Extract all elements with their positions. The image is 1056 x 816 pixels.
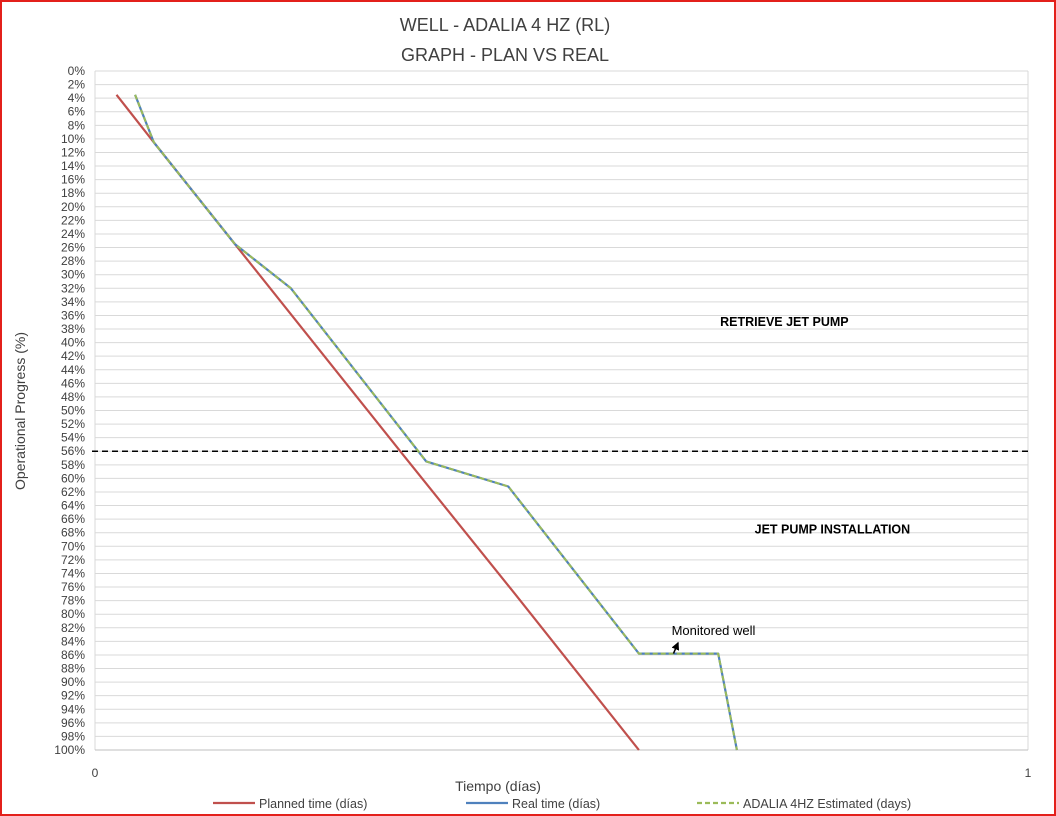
y-tick-label: 4% (68, 91, 86, 105)
y-tick-label: 26% (61, 241, 85, 255)
y-tick-label: 86% (61, 648, 85, 662)
y-tick-label: 88% (61, 662, 85, 676)
chart-title-line-1: WELL - ADALIA 4 HZ (RL) (400, 15, 610, 35)
series-line-0 (115, 94, 640, 751)
y-tick-label: 38% (61, 322, 85, 336)
y-tick-label: 52% (61, 417, 85, 431)
y-axis-label: Operational Progress (%) (12, 332, 28, 490)
y-tick-label: 70% (61, 539, 85, 553)
y-tick-label: 44% (61, 363, 85, 377)
y-tick-label: 80% (61, 607, 85, 621)
y-tick-label: 30% (61, 268, 85, 282)
annotation-arrow (671, 641, 680, 654)
y-tick-label: 96% (61, 716, 85, 730)
y-tick-label: 40% (61, 336, 85, 350)
y-tick-label: 46% (61, 376, 85, 390)
y-tick-label: 72% (61, 553, 85, 567)
y-tick-label: 68% (61, 526, 85, 540)
y-tick-label: 62% (61, 485, 85, 499)
y-tick-label: 42% (61, 349, 85, 363)
y-tick-label: 14% (61, 159, 85, 173)
legend-label-1: Real time (días) (512, 797, 600, 811)
x-tick-label: 0 (92, 766, 99, 780)
y-tick-label: 34% (61, 295, 85, 309)
x-tick-label: 1 (1025, 766, 1032, 780)
y-tick-label: 82% (61, 621, 85, 635)
y-tick-label: 58% (61, 458, 85, 472)
y-tick-label: 60% (61, 471, 85, 485)
y-tick-label: 100% (54, 743, 85, 757)
y-tick-label: 94% (61, 702, 85, 716)
y-axis-ticks: 0%2%4%6%8%10%12%14%16%18%20%22%24%26%28%… (54, 64, 85, 757)
y-tick-label: 16% (61, 173, 85, 187)
y-tick-label: 24% (61, 227, 85, 241)
y-tick-label: 90% (61, 675, 85, 689)
series-group (115, 94, 738, 751)
series-line-2 (134, 94, 738, 751)
y-tick-label: 32% (61, 281, 85, 295)
legend-label-0: Planned time (días) (259, 797, 367, 811)
legend-label-2: ADALIA 4HZ Estimated (days) (743, 797, 911, 811)
y-tick-label: 20% (61, 200, 85, 214)
y-tick-label: 28% (61, 254, 85, 268)
y-tick-label: 12% (61, 145, 85, 159)
y-tick-label: 8% (68, 118, 86, 132)
y-tick-label: 92% (61, 689, 85, 703)
annotation-monitored-well: Monitored well (672, 623, 756, 638)
annotation-retrieve-jet-pump: RETRIEVE JET PUMP (720, 315, 849, 329)
y-tick-label: 6% (68, 105, 86, 119)
y-tick-label: 36% (61, 308, 85, 322)
annotation-jet-pump-installation: JET PUMP INSTALLATION (755, 522, 911, 536)
legend: Planned time (días) Real time (días) ADALI… (213, 797, 911, 811)
y-tick-label: 66% (61, 512, 85, 526)
gridlines (94, 70, 1029, 751)
y-tick-label: 0% (68, 64, 86, 78)
y-tick-label: 76% (61, 580, 85, 594)
y-tick-label: 74% (61, 566, 85, 580)
y-tick-label: 50% (61, 404, 85, 418)
y-tick-label: 18% (61, 186, 85, 200)
y-tick-label: 78% (61, 594, 85, 608)
y-tick-label: 2% (68, 78, 86, 92)
x-axis-label: Tiempo (días) (455, 778, 541, 794)
chart-title-line-2: GRAPH - PLAN VS REAL (401, 45, 609, 65)
y-tick-label: 84% (61, 634, 85, 648)
y-tick-label: 98% (61, 729, 85, 743)
y-tick-label: 56% (61, 444, 85, 458)
y-tick-label: 54% (61, 431, 85, 445)
y-tick-label: 10% (61, 132, 85, 146)
y-tick-label: 64% (61, 499, 85, 513)
y-tick-label: 48% (61, 390, 85, 404)
y-tick-label: 22% (61, 213, 85, 227)
